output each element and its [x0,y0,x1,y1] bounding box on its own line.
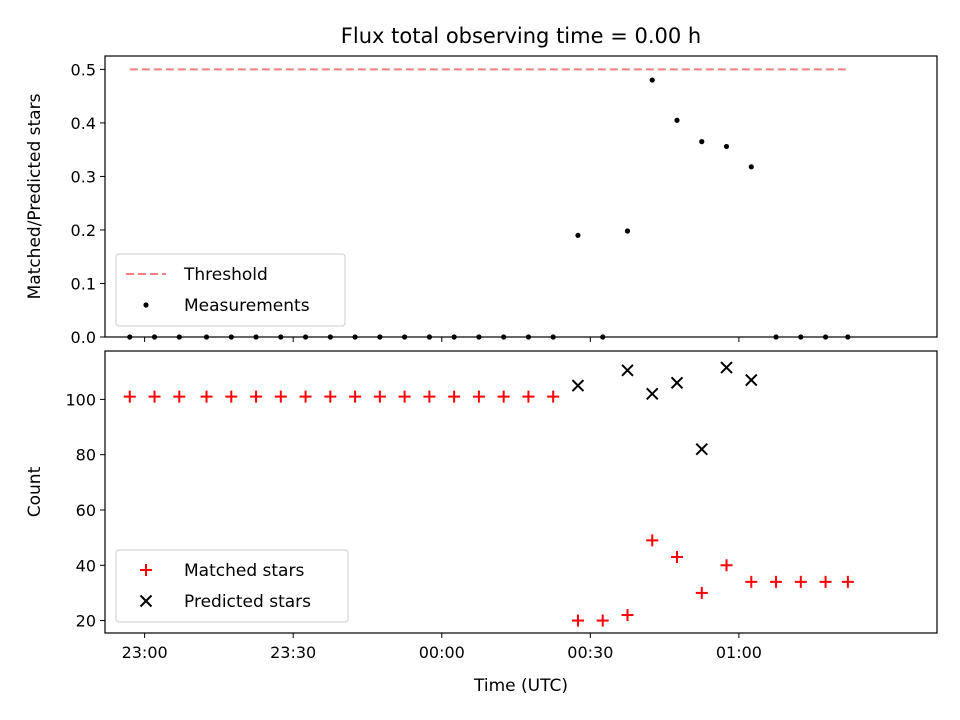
matched-star-point [472,390,485,403]
matched-star-point [373,390,386,403]
legend-label: Matched stars [184,561,304,581]
legend-box [115,549,349,623]
measurement-point [699,139,705,145]
matched-star-point [200,390,213,403]
measurement-point [624,228,631,234]
chart-title: Flux total observing time = 0.00 h [341,24,701,48]
matched-star-point [745,575,758,588]
y-tick-label: 0.5 [71,60,96,79]
y-axis-label: Count [25,466,45,517]
matched-star-point [274,390,287,403]
predicted-star-point [670,376,684,390]
matched-star-point [423,390,436,403]
legend-predicted-swatch [139,594,153,608]
matched-star-point [547,390,560,403]
x-tick-label: 23:30 [270,643,316,662]
matched-star-point [522,390,535,403]
matched-star-point [596,614,609,627]
top-panel: Flux total observing time = 0.00 h 0.0 0.1… [25,24,938,347]
matched-star-point [398,390,411,403]
matched-star-point [770,575,783,588]
matched-star-point [349,390,362,403]
y-tick-label: 0.2 [71,221,96,240]
y-tick-label: 0.4 [71,114,96,133]
legend-label: Measurements [184,296,310,316]
y-tick-label: 80 [76,446,96,465]
matched-star-point [148,390,161,403]
predicted-star-point [646,387,659,401]
matched-star-point [250,390,263,403]
predicted-star-point [571,379,585,392]
matched-star-point [646,534,659,547]
legend: Matched stars Predicted stars [115,549,349,623]
legend-label: Predicted stars [184,592,311,612]
y-tick-label: 60 [76,501,96,520]
x-tick-label: 23:00 [122,643,168,662]
legend-matched-swatch [140,564,152,576]
matched-star-point [841,575,854,588]
matched-star-point [123,390,136,403]
y-tick-label: 0.3 [71,167,96,186]
matched-star-point [671,550,683,563]
bottom-panel: 20 40 60 80 100 23:00 23:30 00:00 00:30 01:00 Coun… [25,350,938,696]
predicted-star-point [745,373,758,387]
y-tick-label: 20 [76,612,96,631]
matched-star-point [819,575,832,588]
y-tick-label: 0.0 [71,328,96,347]
measurement-point [575,232,581,238]
predicted-star-point [621,364,634,377]
matched-star-point [720,559,733,572]
measurement-point [723,143,730,150]
measurement-point [748,164,754,170]
y-axis-label: Matched/Predicted stars [25,93,45,299]
measurement-point [649,77,655,83]
matched-star-point [794,575,807,588]
measurement-point [674,117,680,123]
x-tick-label: 00:00 [419,643,465,662]
legend-box [115,253,346,327]
legend: Threshold Measurements [115,253,346,327]
legend-label: Threshold [183,265,268,285]
matched-star-point [695,586,708,599]
predicted-star-point [695,442,708,456]
x-axis-label: Time (UTC) [473,676,568,696]
legend-measurements-swatch [143,302,149,308]
y-tick-label: 0.1 [71,274,96,293]
matched-star-point [225,390,238,403]
matched-star-point [299,390,312,403]
matched-star-point [324,390,337,403]
plot-area-frame [104,55,938,338]
plot-area-frame [104,350,938,634]
x-tick-label: 00:30 [567,643,613,662]
matched-star-point [173,390,186,403]
matched-star-point [448,390,461,403]
predicted-star-point [720,361,733,374]
matched-star-point [621,609,634,622]
matched-star-point [571,614,584,627]
y-tick-label: 100 [65,390,96,409]
matched-star-point [497,390,510,403]
y-tick-label: 40 [76,556,96,575]
x-tick-label: 01:00 [716,643,762,662]
